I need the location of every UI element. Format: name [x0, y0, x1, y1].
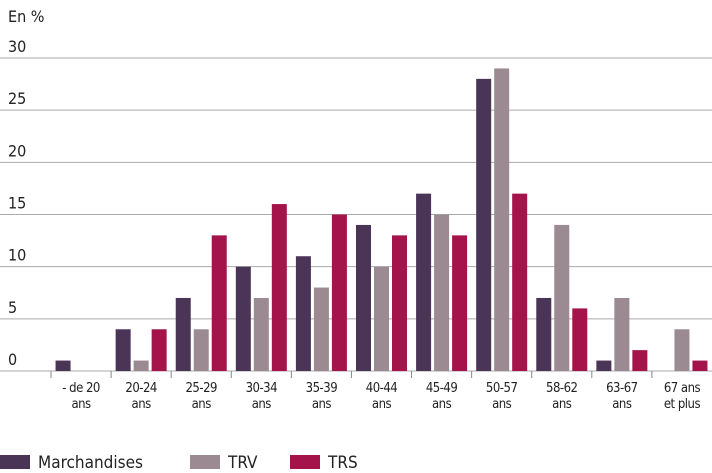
legend-label: TRV [227, 453, 258, 473]
y-tick-label: 0 [8, 350, 17, 369]
bar [55, 360, 71, 371]
y-tick-label: 10 [8, 246, 26, 265]
x-tick-label: 63-67 ans [606, 381, 638, 412]
x-tick-label: 30-34 ans [245, 381, 278, 412]
bar [271, 204, 287, 371]
bar [476, 78, 492, 371]
bar [614, 297, 630, 371]
x-tick-label: 20-24 ans [125, 381, 157, 412]
bar [133, 360, 149, 371]
bar [692, 360, 708, 371]
x-tick-label: 45-49 ans [425, 381, 458, 412]
x-tick-label: - de 20 ans [62, 381, 100, 412]
x-tick-label: 35-39 ans [305, 381, 338, 412]
y-tick-label: 15 [8, 194, 26, 213]
legend-swatch [190, 455, 220, 469]
bar [235, 266, 251, 371]
x-tick-label: 40-44 ans [365, 381, 398, 412]
bar [356, 224, 371, 371]
bar [151, 329, 167, 371]
legend-label: Marchandises [38, 453, 143, 473]
bar [572, 308, 588, 371]
bar [452, 235, 468, 371]
bar [554, 224, 570, 371]
x-tick-label: 50-57 ans [485, 381, 518, 412]
bar [512, 193, 528, 371]
bar [674, 329, 690, 371]
bar [632, 350, 648, 371]
bar [295, 256, 311, 371]
y-tick-label: 20 [8, 141, 26, 160]
bar [331, 214, 347, 371]
bar [596, 360, 612, 371]
legend-label: TRS [327, 453, 358, 473]
bar [416, 193, 432, 371]
x-tick-label: 58-62 ans [546, 381, 578, 412]
bar [115, 329, 131, 371]
bar [175, 297, 191, 371]
bar [253, 297, 269, 371]
legend-swatch [290, 455, 320, 469]
bar [211, 235, 227, 371]
bar [494, 68, 510, 371]
y-tick-label: 25 [8, 89, 26, 108]
bar [392, 235, 407, 371]
chart-title: En % [8, 7, 44, 26]
legend-swatch [0, 455, 30, 469]
bar [536, 297, 552, 371]
bar [374, 266, 389, 371]
bar [313, 287, 329, 371]
y-tick-label: 5 [8, 298, 17, 317]
y-tick-label: 30 [8, 37, 26, 56]
x-tick-label: 67 ans et plus [663, 381, 701, 412]
bar [193, 329, 209, 371]
bar [434, 214, 450, 371]
x-tick-label: 25-29 ans [185, 381, 217, 412]
